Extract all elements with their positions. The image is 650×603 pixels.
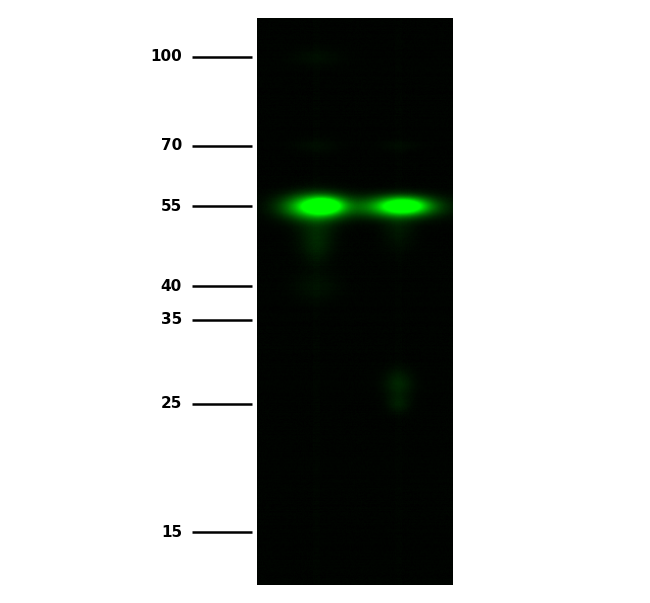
Text: 70: 70 xyxy=(161,138,182,153)
Text: 100: 100 xyxy=(150,49,182,64)
Text: B: B xyxy=(390,0,404,1)
Text: 25: 25 xyxy=(161,396,182,411)
Text: 15: 15 xyxy=(161,525,182,540)
Text: 40: 40 xyxy=(161,279,182,294)
Text: 35: 35 xyxy=(161,312,182,327)
Text: 55: 55 xyxy=(161,199,182,214)
Text: KDa: KDa xyxy=(209,0,252,1)
Text: A: A xyxy=(307,0,323,1)
